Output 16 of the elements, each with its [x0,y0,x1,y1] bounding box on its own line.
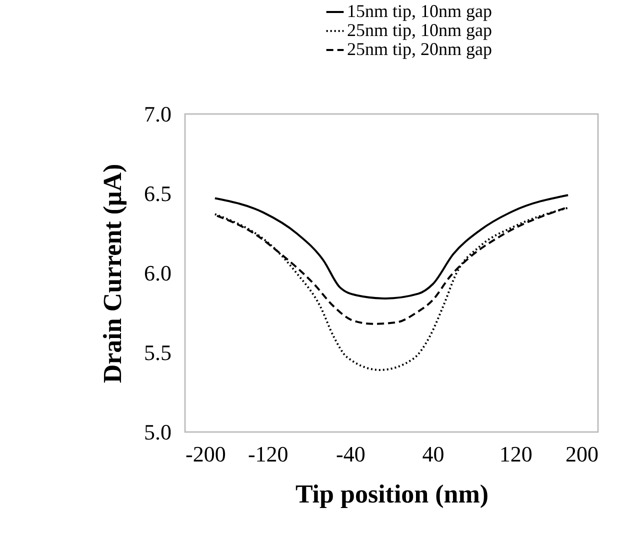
y-tick-label: 7.0 [144,102,172,126]
y-tick-label: 5.0 [144,420,172,444]
legend-label: 15nm tip, 10nm gap [347,1,492,21]
x-tick-label: 200 [566,442,598,466]
x-tick-label: -120 [248,442,288,466]
x-axis-title: Tip position (nm) [295,480,489,508]
x-tick-label: -40 [336,442,366,466]
y-tick-label: 6.0 [144,260,172,286]
y-axis-title: Drain Current (μA) [98,164,127,384]
x-tick-label: 120 [499,442,532,466]
y-tick-label: 5.5 [144,340,172,365]
y-tick-label: 6.5 [144,181,172,206]
x-tick-label: 40 [422,442,444,466]
x-tick-label: -200 [186,442,226,466]
legend-label: 25nm tip, 20nm gap [347,39,492,59]
legend-label: 25nm tip, 10nm gap [347,20,492,40]
